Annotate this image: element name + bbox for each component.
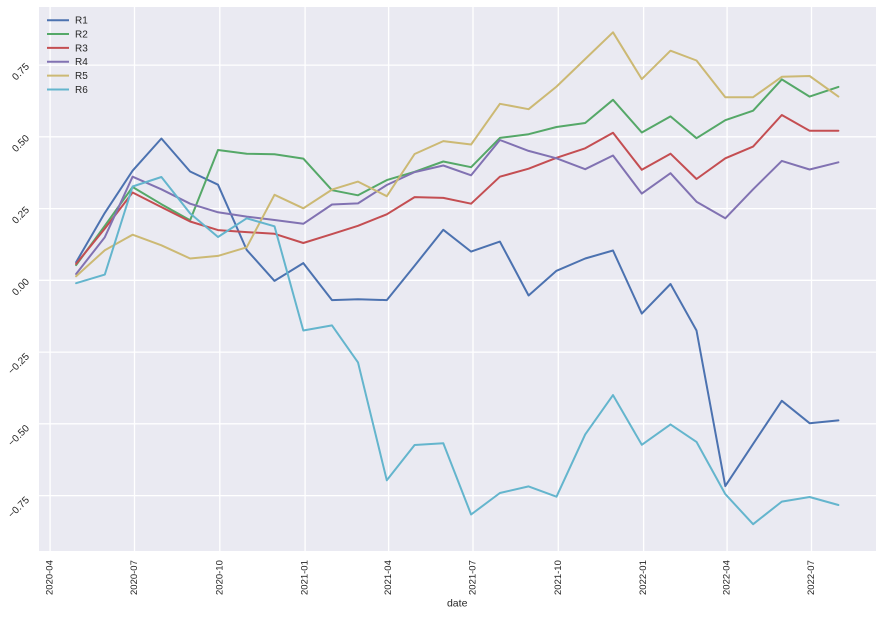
- svg-text:2020-10: 2020-10: [214, 560, 225, 595]
- svg-text:R4: R4: [75, 57, 88, 68]
- svg-text:2020-07: 2020-07: [129, 560, 140, 595]
- svg-text:2022-01: 2022-01: [638, 560, 649, 595]
- svg-text:2021-04: 2021-04: [383, 560, 394, 595]
- svg-text:2022-07: 2022-07: [806, 560, 817, 595]
- svg-text:2021-01: 2021-01: [300, 560, 311, 595]
- svg-text:R5: R5: [75, 71, 88, 82]
- svg-text:date: date: [447, 597, 468, 609]
- svg-text:2022-04: 2022-04: [722, 560, 733, 595]
- svg-text:R2: R2: [75, 30, 88, 41]
- svg-text:R1: R1: [75, 16, 88, 27]
- svg-text:2020-04: 2020-04: [45, 560, 56, 595]
- svg-text:R6: R6: [75, 85, 88, 96]
- svg-text:2021-10: 2021-10: [553, 560, 564, 595]
- svg-text:2021-07: 2021-07: [468, 560, 479, 595]
- svg-text:R3: R3: [75, 43, 88, 54]
